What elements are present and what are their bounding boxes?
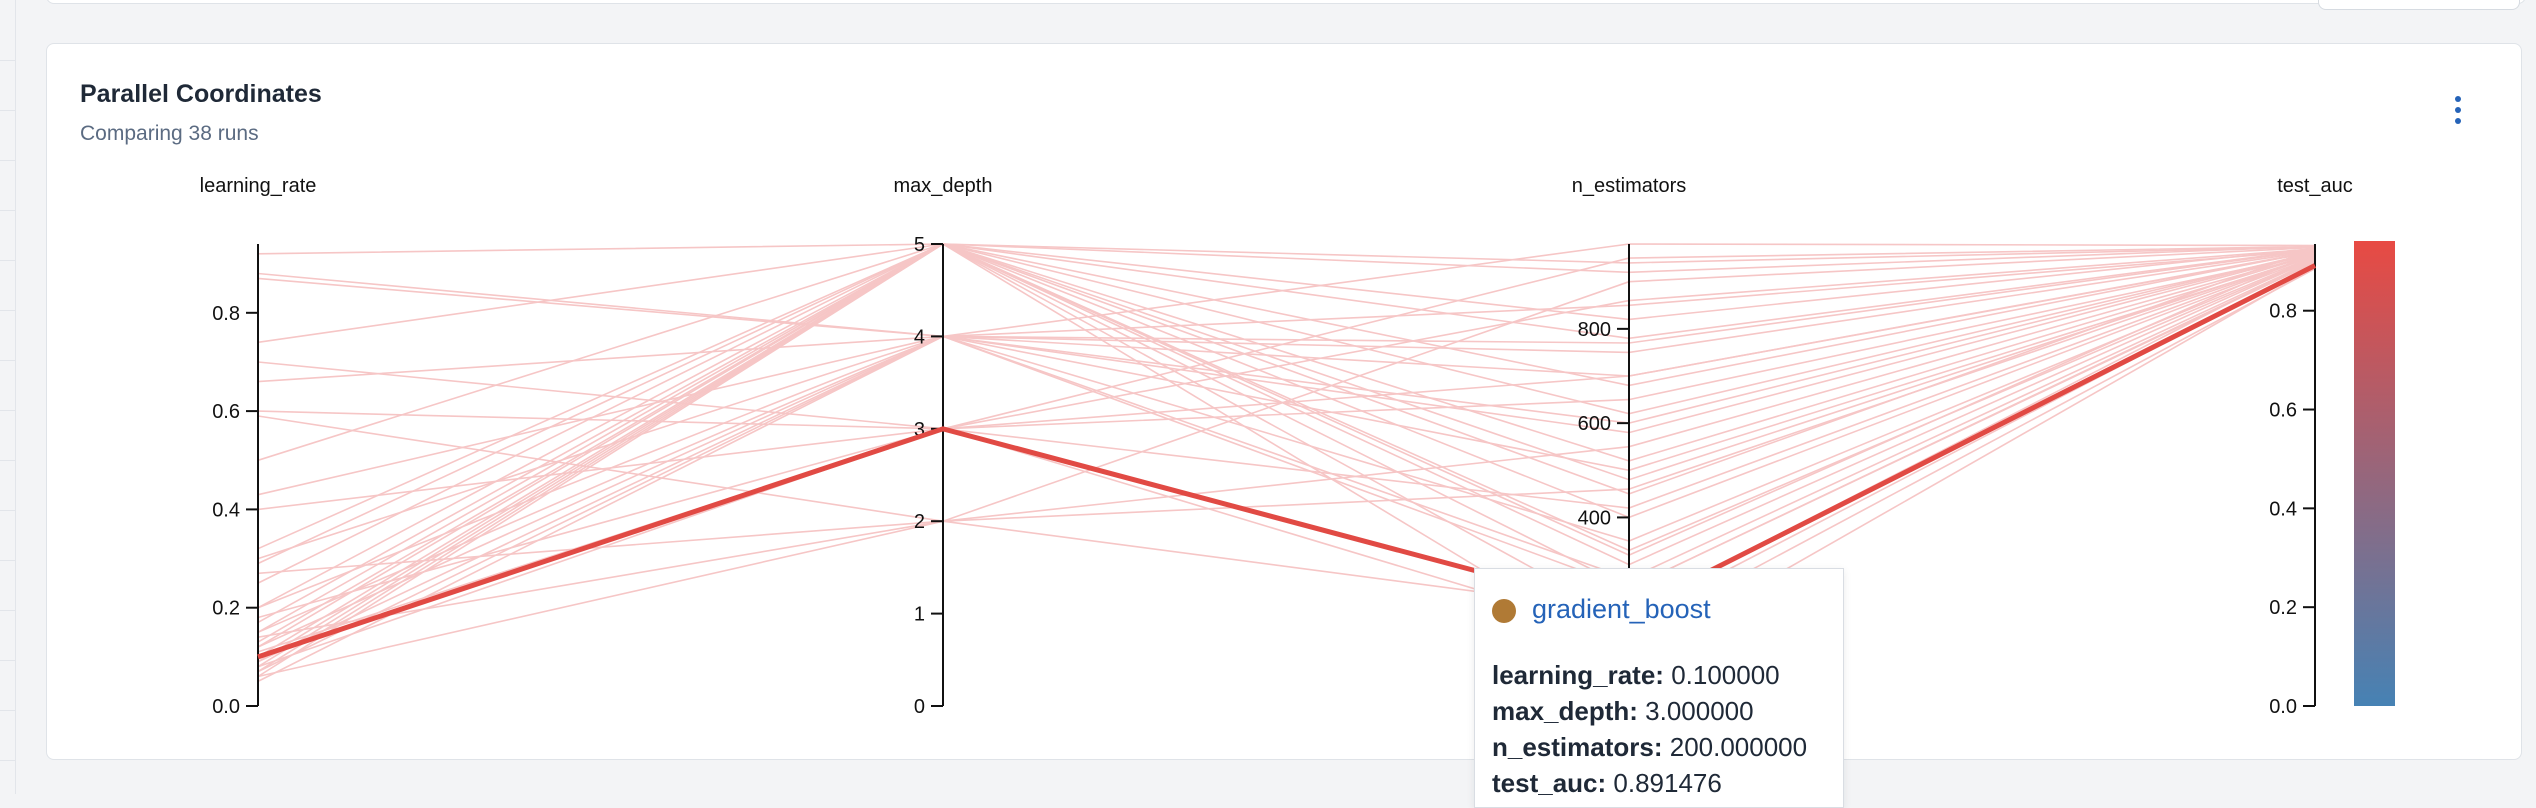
tick-label: 600 bbox=[1578, 413, 1611, 435]
tick-label: 0.2 bbox=[212, 598, 240, 620]
run-line bbox=[257, 243, 2316, 462]
highlighted-run-line bbox=[257, 263, 2317, 660]
tick-label: 0.6 bbox=[212, 401, 240, 423]
run-line bbox=[257, 259, 2316, 673]
run-line bbox=[257, 243, 2316, 660]
run-line bbox=[257, 254, 2316, 511]
tick-label: 800 bbox=[1578, 319, 1611, 341]
colorbar bbox=[2354, 241, 2395, 706]
run-line bbox=[257, 249, 2316, 683]
card-title: Parallel Coordinates bbox=[80, 80, 322, 108]
tooltip-key: n_estimators: bbox=[1492, 732, 1663, 762]
tooltip-run-name[interactable]: gradient_boost bbox=[1532, 594, 1711, 624]
run-line bbox=[257, 243, 2316, 663]
run-line bbox=[257, 243, 2316, 643]
tick-label: 0.6 bbox=[2269, 400, 2297, 422]
run-line bbox=[257, 243, 2316, 668]
tick-label: 0 bbox=[914, 696, 925, 718]
run-tooltip: gradient_boost learning_rate: 0.100000 m… bbox=[1474, 568, 1844, 808]
axis-title-n_estimators: n_estimators bbox=[1572, 175, 1687, 197]
run-line bbox=[257, 252, 2316, 648]
tooltip-value: 200.000000 bbox=[1669, 732, 1808, 762]
run-line bbox=[257, 253, 2316, 430]
tooltip-key: test_auc: bbox=[1492, 768, 1607, 798]
left-rail bbox=[0, 0, 16, 794]
parallel-coordinates-card: Parallel Coordinates Comparing 38 runs 0… bbox=[46, 43, 2522, 760]
run-line bbox=[257, 243, 2316, 566]
run-line bbox=[257, 255, 2316, 472]
run-line bbox=[257, 243, 2316, 633]
tooltip-row-max-depth: max_depth: 3.000000 bbox=[1492, 696, 1754, 727]
run-color-dot bbox=[1492, 599, 1516, 623]
run-line bbox=[257, 255, 2316, 678]
run-line bbox=[257, 251, 2316, 560]
tick-label: 3 bbox=[914, 419, 925, 441]
run-line bbox=[257, 243, 2316, 648]
axis-title-max_depth: max_depth bbox=[894, 175, 993, 197]
run-line bbox=[257, 267, 2316, 637]
parallel-coordinates-chart: 0.0 0.2 0.4 0.6 0.8 learning_rate 0 1 2 3 4 5 max_de… bbox=[200, 175, 2395, 718]
run-line bbox=[257, 243, 2316, 663]
tick-label: 2 bbox=[914, 511, 925, 533]
tooltip-row-learning-rate: learning_rate: 0.100000 bbox=[1492, 660, 1780, 691]
card-subtitle: Comparing 38 runs bbox=[80, 122, 259, 145]
axis-title-test_auc: test_auc bbox=[2277, 175, 2353, 197]
run-line bbox=[257, 250, 2316, 609]
run-line bbox=[257, 250, 2316, 377]
run-line bbox=[257, 243, 2316, 678]
toolbar-control[interactable] bbox=[2318, 0, 2520, 10]
run-line bbox=[257, 249, 2316, 338]
previous-card-edge bbox=[46, 0, 2526, 4]
run-line bbox=[257, 243, 2316, 584]
tooltip-key: max_depth: bbox=[1492, 696, 1638, 726]
run-line bbox=[257, 248, 2316, 668]
tick-label: 0.4 bbox=[212, 499, 240, 521]
axis-title-learning_rate: learning_rate bbox=[200, 175, 317, 197]
tick-label: 1 bbox=[914, 604, 925, 626]
tick-label: 0.8 bbox=[2269, 301, 2297, 323]
run-line bbox=[257, 256, 2316, 634]
tick-label: 0.0 bbox=[212, 696, 240, 718]
run-line bbox=[257, 243, 2316, 673]
run-line bbox=[257, 245, 2316, 430]
tooltip-row-test-auc: test_auc: 0.891476 bbox=[1492, 768, 1722, 799]
tooltip-row-n-estimators: n_estimators: 200.000000 bbox=[1492, 732, 1807, 763]
tick-label: 0.8 bbox=[212, 303, 240, 325]
run-line bbox=[257, 246, 2316, 638]
tooltip-value: 0.100000 bbox=[1671, 660, 1780, 690]
tick-label: 5 bbox=[914, 234, 925, 256]
tick-label: 0.0 bbox=[2269, 696, 2297, 718]
more-options-icon[interactable] bbox=[2443, 90, 2473, 130]
run-line bbox=[257, 243, 2316, 624]
tick-label: 4 bbox=[914, 326, 925, 348]
tick-label: 0.4 bbox=[2269, 498, 2297, 520]
tooltip-key: learning_rate: bbox=[1492, 660, 1664, 690]
tick-label: 400 bbox=[1578, 507, 1611, 529]
tooltip-value: 0.891476 bbox=[1613, 768, 1722, 798]
run-line bbox=[257, 243, 2316, 658]
run-line bbox=[257, 243, 2316, 609]
tick-label: 0.2 bbox=[2269, 597, 2297, 619]
run-line bbox=[257, 243, 2316, 495]
tooltip-value: 3.000000 bbox=[1645, 696, 1754, 726]
